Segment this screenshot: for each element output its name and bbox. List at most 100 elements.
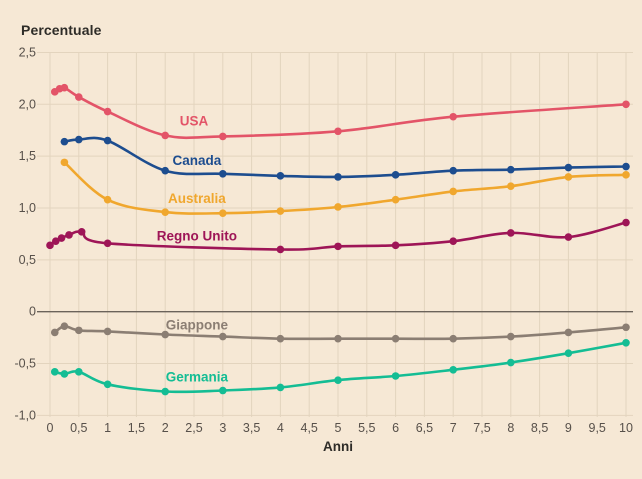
series-regno-unito: Regno Unito xyxy=(46,218,630,254)
data-point xyxy=(449,365,458,374)
x-tick-label: 5 xyxy=(335,421,342,435)
data-point xyxy=(161,166,169,175)
data-point xyxy=(276,172,285,180)
series-canada: Canada xyxy=(60,135,630,181)
x-tick-label: 3 xyxy=(219,421,226,435)
x-tick-label: 2,5 xyxy=(185,421,202,435)
data-point xyxy=(60,137,69,146)
x-tick-label: 6 xyxy=(392,421,399,435)
data-point xyxy=(60,322,69,331)
series-giappone: Giappone xyxy=(50,318,630,343)
x-tick-label: 3,5 xyxy=(243,421,260,435)
series-label-australia: Australia xyxy=(168,191,226,206)
data-point xyxy=(391,334,400,343)
data-point xyxy=(334,334,342,343)
x-tick-label: 2 xyxy=(162,421,169,435)
series-line-canada xyxy=(63,136,628,179)
data-point xyxy=(65,231,73,239)
series-line-australia xyxy=(63,161,628,215)
x-tick-label: 9,5 xyxy=(589,421,606,435)
y-tick-label: 0,5 xyxy=(19,253,36,267)
data-point xyxy=(622,339,630,347)
data-point xyxy=(50,328,59,337)
y-tick-label: 1,5 xyxy=(19,149,36,163)
x-axis-title: Anni xyxy=(323,439,353,454)
data-point xyxy=(507,165,515,174)
data-point xyxy=(449,166,458,175)
data-point xyxy=(103,239,112,248)
data-point xyxy=(391,195,400,204)
x-tick-label: 7 xyxy=(450,421,457,435)
data-point xyxy=(161,208,169,216)
data-point xyxy=(334,203,342,211)
data-point xyxy=(622,100,630,109)
data-point xyxy=(622,323,630,332)
data-point xyxy=(60,83,69,92)
data-point xyxy=(75,326,83,335)
data-point xyxy=(564,173,573,181)
data-point xyxy=(103,136,112,145)
data-point xyxy=(449,187,458,196)
x-tick-label: 5,5 xyxy=(358,421,375,435)
data-point xyxy=(75,93,83,101)
x-tick-label: 8 xyxy=(507,421,514,435)
data-point xyxy=(219,209,227,217)
x-tick-label: 9 xyxy=(565,421,572,435)
data-point xyxy=(622,218,630,227)
data-point xyxy=(564,163,573,172)
series-label-germania: Germania xyxy=(166,370,229,385)
x-tick-label: 6,5 xyxy=(416,421,433,435)
data-point xyxy=(103,195,112,204)
x-tick-label: 8,5 xyxy=(531,421,548,435)
data-point xyxy=(449,112,458,121)
data-point xyxy=(507,332,515,341)
data-point xyxy=(46,241,54,250)
data-point xyxy=(50,368,59,376)
x-tick-label: 1 xyxy=(104,421,111,435)
gridlines xyxy=(37,51,633,417)
series-label-usa: USA xyxy=(180,113,209,128)
data-point xyxy=(276,207,285,215)
data-point xyxy=(51,237,60,245)
y-tick-label: 0 xyxy=(29,305,36,319)
series-label-regno-unito: Regno Unito xyxy=(157,228,237,243)
data-point xyxy=(103,327,112,336)
data-point xyxy=(449,237,458,245)
data-point xyxy=(622,171,630,179)
x-tick-label: 0 xyxy=(47,421,54,435)
x-tick-label: 0,5 xyxy=(70,421,87,435)
data-point xyxy=(219,386,227,395)
series-australia: Australia xyxy=(60,158,630,217)
series-label-giappone: Giappone xyxy=(166,318,229,333)
data-point xyxy=(60,158,69,167)
data-point xyxy=(391,241,400,250)
data-point xyxy=(391,171,400,179)
data-point xyxy=(334,242,342,251)
x-tick-label: 7,5 xyxy=(473,421,490,435)
series-label-canada: Canada xyxy=(172,153,221,168)
data-point xyxy=(334,173,342,181)
y-tick-label: -0,5 xyxy=(14,357,36,371)
x-tick-label: 10 xyxy=(619,421,633,435)
y-tick-label: 2,0 xyxy=(19,97,36,111)
data-point xyxy=(75,368,83,376)
y-tick-label: -1,0 xyxy=(14,408,36,422)
data-point xyxy=(75,135,83,144)
data-point xyxy=(276,383,285,392)
data-point xyxy=(57,234,66,242)
chart-title: Percentuale xyxy=(21,22,102,38)
data-point xyxy=(507,182,515,191)
y-tick-label: 1,0 xyxy=(19,201,36,215)
series-usa: USA xyxy=(50,83,630,141)
data-point xyxy=(276,334,285,343)
data-point xyxy=(564,349,573,357)
x-tick-label: 4,5 xyxy=(301,421,318,435)
data-point xyxy=(449,334,458,343)
data-point xyxy=(564,233,573,241)
data-point xyxy=(103,107,112,116)
data-point xyxy=(276,245,285,254)
x-tick-label: 1,5 xyxy=(128,421,145,435)
data-point xyxy=(161,387,169,396)
data-point xyxy=(219,169,227,178)
